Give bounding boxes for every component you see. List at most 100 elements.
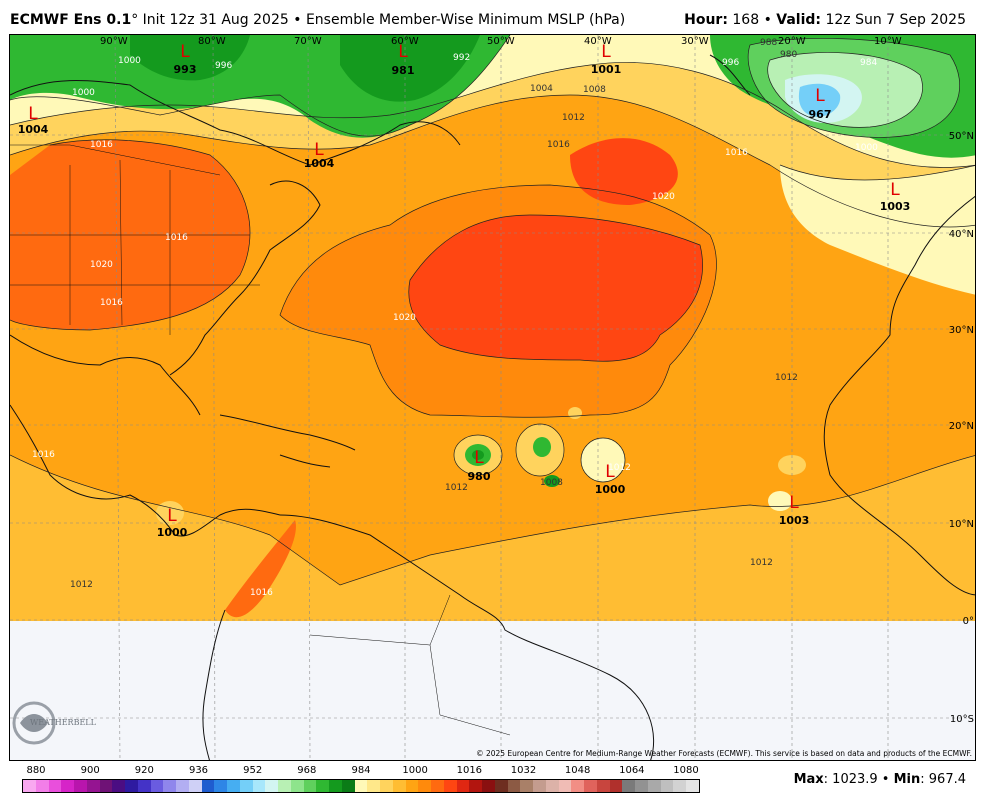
- lat-label: 50°N: [949, 131, 974, 142]
- contour-label: 1012: [750, 558, 773, 568]
- contour-label: 1000: [855, 143, 878, 153]
- contour-label: 1016: [32, 450, 55, 460]
- colorbar-swatch: [596, 780, 610, 792]
- band-1020-atlantic: [408, 215, 703, 362]
- colorbar-swatch: [533, 780, 546, 792]
- colorbar-swatch: [61, 780, 74, 792]
- lon-label: 60°W: [391, 36, 419, 47]
- colorbar-label: 900: [80, 765, 100, 776]
- colorbar-swatch: [252, 780, 266, 792]
- lon-label: 20°W: [778, 36, 806, 47]
- low-center-981: [340, 35, 480, 102]
- low-symbol: L: [314, 140, 324, 160]
- hour-label: Hour:: [684, 12, 728, 28]
- lon-label: 10°W: [874, 36, 902, 47]
- colorbar-label: 920: [134, 765, 154, 776]
- contour-label: 1012: [562, 113, 585, 123]
- low-symbol: L: [890, 180, 900, 200]
- lon-label: 40°W: [584, 36, 612, 47]
- low-value: 993: [174, 63, 197, 76]
- colorbar-label: 1000: [402, 765, 428, 776]
- low-symbol: L: [474, 448, 484, 468]
- colorbar-label: 1032: [510, 765, 537, 776]
- forecast-map: 90°W 80°W 70°W 60°W 50°W 40°W 30°W 20°W …: [9, 34, 976, 761]
- min-value: : 967.4: [920, 772, 966, 787]
- contour-label: 1016: [100, 298, 123, 308]
- colorbar-swatch: [507, 780, 521, 792]
- contour-label: 1008: [583, 85, 606, 95]
- colorbar-swatch: [176, 780, 189, 792]
- andes-ridge: [225, 520, 296, 618]
- colorbar-swatch: [99, 780, 113, 792]
- contour-label: 1012: [445, 483, 468, 493]
- colorbar-swatch: [188, 780, 202, 792]
- header-valid: Hour: 168 • Valid: 12z Sun 7 Sep 2025: [684, 12, 966, 28]
- model-name: ECMWF Ens 0.1: [10, 12, 132, 28]
- low-symbol: L: [167, 506, 177, 526]
- contour-labels: 1000 1000 996 992 1004 1008 1012 1016 10…: [32, 38, 878, 598]
- low-value: 1001: [591, 63, 622, 76]
- contour-label: 1020: [90, 260, 113, 270]
- colorbar-swatch: [635, 780, 648, 792]
- lat-label: 10°S: [950, 714, 974, 725]
- colorbar-swatch: [584, 780, 597, 792]
- colorbar-swatch: [367, 780, 380, 792]
- colorbar-swatch: [290, 780, 304, 792]
- contour-label: 1016: [250, 588, 273, 598]
- low-symbol: L: [601, 42, 611, 62]
- lat-label: 40°N: [949, 229, 974, 240]
- no-data-area: [10, 621, 975, 760]
- low-value: 981: [392, 64, 415, 77]
- colorbar-swatch: [482, 780, 495, 792]
- lon-labels: 90°W 80°W 70°W 60°W 50°W 40°W 30°W 20°W …: [100, 36, 902, 47]
- colorbar-label: 984: [351, 765, 371, 776]
- colorbar-swatch: [571, 780, 584, 792]
- contour-label: 1016: [725, 148, 748, 158]
- low-value: 980: [468, 470, 491, 483]
- colorbar: [22, 779, 700, 793]
- colorbar-label: 952: [243, 765, 263, 776]
- colorbar-swatch: [137, 780, 151, 792]
- low-value: 1003: [779, 514, 810, 527]
- map-svg: 90°W 80°W 70°W 60°W 50°W 40°W 30°W 20°W …: [10, 35, 975, 760]
- low-value: 1004: [18, 123, 49, 136]
- valid-value: 12z Sun 7 Sep 2025: [821, 12, 966, 28]
- lon-label: 70°W: [294, 36, 322, 47]
- lon-label: 80°W: [198, 36, 226, 47]
- colorbar-swatch: [278, 780, 291, 792]
- lat-labels: 50°N 40°N 30°N 20°N 10°N 0° 10°S: [949, 131, 974, 725]
- lat-label: 20°N: [949, 421, 974, 432]
- max-value: : 1023.9 •: [823, 772, 894, 787]
- colorbar-swatch: [558, 780, 572, 792]
- low-symbol: L: [815, 86, 825, 106]
- colorbar-label: 1064: [619, 765, 645, 776]
- contour-label: 1016: [90, 140, 113, 150]
- lat-label: 30°N: [949, 325, 974, 336]
- contour-label: 996: [722, 58, 739, 68]
- contour-label: 980: [780, 50, 797, 60]
- colorbar-swatch: [23, 780, 36, 792]
- contour-label: 996: [215, 61, 232, 71]
- contour-label: 1000: [118, 56, 141, 66]
- colorbar-label: 880: [26, 765, 46, 776]
- colorbar-swatch: [609, 780, 623, 792]
- isobars: [10, 35, 975, 586]
- product-title: Ensemble Member-Wise Minimum MSLP (hPa): [305, 12, 626, 28]
- colorbar-label: 1016: [456, 765, 483, 776]
- colorbar-swatch: [443, 780, 457, 792]
- contour-label: 1008: [540, 478, 563, 488]
- weatherbell-logo-icon: WEATHERBELL: [12, 701, 97, 745]
- degree-sign: °: [131, 12, 139, 28]
- colorbar-swatch: [418, 780, 431, 792]
- colorbar-swatch: [48, 780, 62, 792]
- contour-label: 984: [860, 58, 877, 68]
- colorbar-swatch: [150, 780, 164, 792]
- low-center-967: [798, 83, 841, 117]
- colorbar-swatch: [380, 780, 393, 792]
- contour-label: 1016: [165, 233, 188, 243]
- valid-label: Valid:: [776, 12, 822, 28]
- contour-label: 1012: [608, 463, 631, 473]
- colorbar-swatch: [125, 780, 138, 792]
- contour-label: 1000: [72, 88, 95, 98]
- colorbar-swatch: [265, 780, 278, 792]
